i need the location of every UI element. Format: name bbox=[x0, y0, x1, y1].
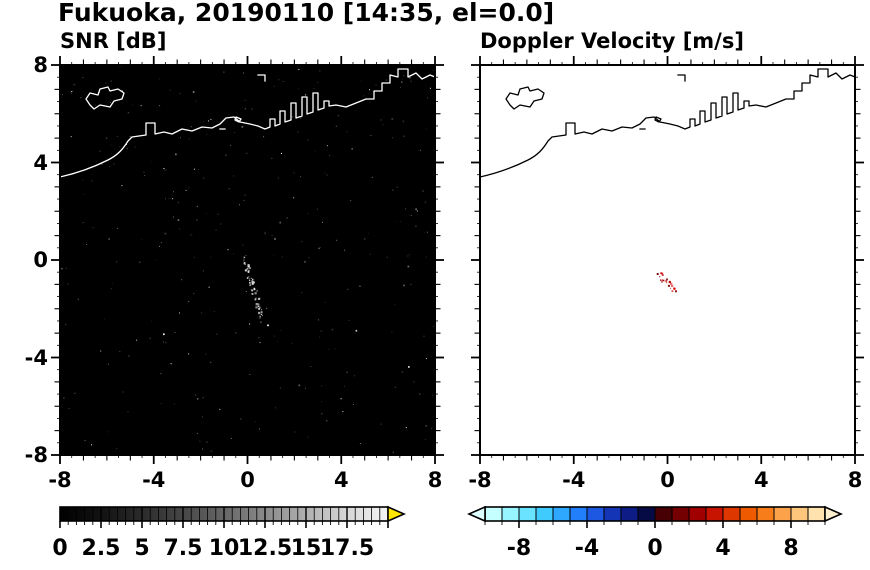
doppler-panel-frame bbox=[479, 64, 856, 456]
x-tick-label: -4 bbox=[562, 468, 586, 492]
x-tick-label: 4 bbox=[333, 468, 349, 492]
doppler-colorbar-label: 8 bbox=[783, 536, 799, 561]
doppler-colorbar bbox=[467, 505, 843, 528]
x-tick-label: 4 bbox=[753, 468, 769, 492]
coastline bbox=[219, 74, 266, 130]
over-range-arrow bbox=[387, 505, 406, 523]
over-range-arrow bbox=[824, 505, 843, 523]
snr-colorbar-label: 10 bbox=[208, 536, 240, 561]
x-tick-label: 0 bbox=[240, 468, 255, 492]
snr-colorbar bbox=[59, 505, 406, 528]
snr-colorbar-label: 17.5 bbox=[319, 536, 375, 561]
snr-panel-frame bbox=[59, 64, 436, 456]
y-tick-label: 0 bbox=[33, 248, 48, 272]
x-tick-label: -8 bbox=[48, 468, 72, 492]
x-tick-label: 8 bbox=[847, 468, 863, 492]
snr-echo-streak bbox=[243, 255, 263, 323]
snr-noise-speckles bbox=[60, 65, 435, 453]
x-tick-label: -8 bbox=[468, 468, 492, 492]
y-tick-label: 4 bbox=[33, 150, 48, 175]
y-tick-label: -4 bbox=[24, 345, 48, 370]
snr-colorbar-label: 2.5 bbox=[81, 536, 121, 561]
doppler-colorbar-label: 0 bbox=[647, 536, 663, 561]
y-tick-label: 8 bbox=[33, 53, 48, 77]
doppler-axes-ticks bbox=[471, 56, 864, 464]
figure-title: Fukuoka, 20190110 [14:35, el=0.0] bbox=[58, 0, 555, 27]
coastline bbox=[505, 86, 545, 110]
snr-colorbar-label: 0 bbox=[52, 536, 68, 561]
snr-colorbar-label: 12.5 bbox=[237, 536, 293, 561]
x-tick-label: 0 bbox=[660, 468, 675, 492]
coastline bbox=[639, 74, 686, 130]
coastline bbox=[60, 68, 435, 178]
snr-colorbar-label: 15 bbox=[290, 536, 322, 561]
y-tick-label: -8 bbox=[24, 443, 48, 467]
x-tick-label: 8 bbox=[427, 468, 443, 492]
coastline bbox=[85, 86, 125, 110]
doppler-panel bbox=[471, 56, 864, 464]
doppler-colorbar-label: 4 bbox=[715, 536, 731, 561]
doppler-colorbar-label: -4 bbox=[574, 536, 600, 561]
snr-colorbar-label: 7.5 bbox=[163, 536, 203, 561]
x-tick-label: -4 bbox=[142, 468, 166, 492]
doppler-colorbar-label: -8 bbox=[506, 536, 532, 561]
snr-panel bbox=[51, 56, 444, 464]
doppler-panel-title: Doppler Velocity [m/s] bbox=[480, 29, 744, 53]
coastline bbox=[480, 68, 855, 178]
snr-panel-title: SNR [dB] bbox=[60, 29, 167, 53]
doppler-echo-streak bbox=[656, 272, 677, 293]
snr-colorbar-label: 5 bbox=[134, 536, 150, 561]
under-range-arrow bbox=[467, 505, 486, 523]
